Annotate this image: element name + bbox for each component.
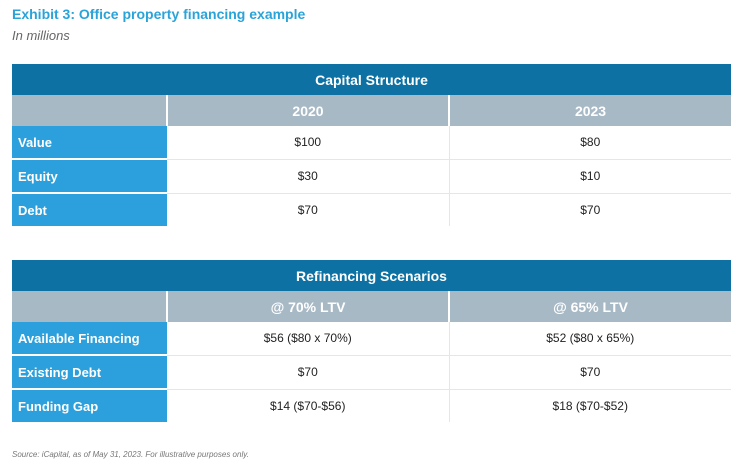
table-cell: $70 <box>448 355 731 390</box>
column-header-blank <box>12 95 167 126</box>
row-label: Existing Debt <box>12 355 167 390</box>
column-header: @ 65% LTV <box>448 291 731 322</box>
row-label: Debt <box>12 193 167 226</box>
table-cell: $70 <box>167 355 449 390</box>
column-header-blank <box>12 291 167 322</box>
table-row: Available Financing $56 ($80 x 70%) $52 … <box>12 322 731 356</box>
table-cell: $100 <box>167 126 449 160</box>
table-cell: $52 ($80 x 65%) <box>448 322 731 356</box>
table-cell: $10 <box>448 159 732 194</box>
column-header: @ 70% LTV <box>166 291 449 322</box>
table-row: Funding Gap $14 ($70-$56) $18 ($70-$52) <box>12 389 731 422</box>
refinancing-scenarios-table: Refinancing Scenarios @ 70% LTV @ 65% LT… <box>12 260 731 422</box>
column-header: 2023 <box>447 95 732 126</box>
table-row: Equity $30 $10 <box>12 159 732 194</box>
column-header: 2020 <box>166 95 449 126</box>
capital-structure-table: Capital Structure 2020 2023 Value $100 $… <box>12 64 732 226</box>
table-cell: $70 <box>448 193 732 226</box>
table-caption: Refinancing Scenarios <box>12 260 731 291</box>
table-cell: $56 ($80 x 70%) <box>167 322 449 356</box>
table-row: Existing Debt $70 $70 <box>12 355 731 390</box>
exhibit-subtitle: In millions <box>12 28 70 43</box>
row-label: Value <box>12 126 167 160</box>
exhibit-title: Exhibit 3: Office property financing exa… <box>12 6 306 22</box>
table-caption: Capital Structure <box>12 64 732 95</box>
table-row: Value $100 $80 <box>12 126 732 160</box>
source-note: Source: iCapital, as of May 31, 2023. Fo… <box>12 450 249 459</box>
row-label: Equity <box>12 159 167 194</box>
table-cell: $18 ($70-$52) <box>448 389 731 422</box>
table-cell: $14 ($70-$56) <box>270 398 346 413</box>
row-label: Available Financing <box>12 322 167 356</box>
table-cell: $30 <box>167 159 449 194</box>
row-label: Funding Gap <box>12 389 167 422</box>
table-cell: $70 <box>297 202 318 217</box>
table-cell: $80 <box>448 126 732 160</box>
table-row: Debt $70 $70 <box>12 193 732 226</box>
